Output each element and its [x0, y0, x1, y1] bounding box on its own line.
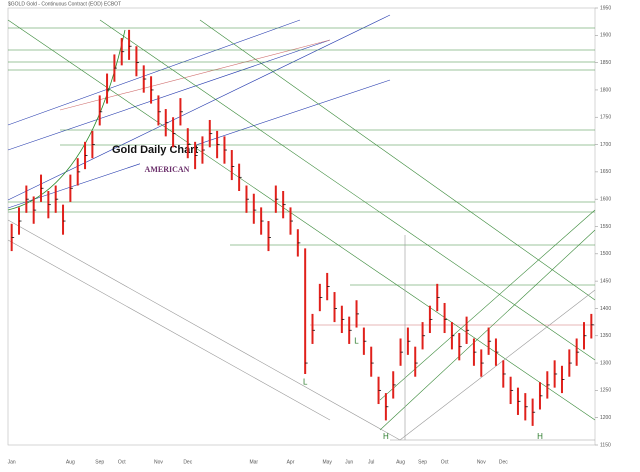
y-tick-label: 1500 — [600, 251, 611, 257]
chart-title: Gold Daily Chart — [112, 144, 199, 156]
y-tick-label: 1750 — [600, 115, 611, 121]
logo-box — [140, 145, 195, 183]
annotation: L — [354, 336, 359, 345]
annotation: H — [537, 432, 543, 441]
y-tick-label: 1650 — [600, 169, 611, 175]
y-tick-label: 1950 — [600, 5, 611, 11]
plot-frame — [7, 7, 596, 446]
y-tick-label: 1850 — [600, 60, 611, 66]
y-tick-label: 1900 — [600, 33, 611, 39]
y-tick-label: 1400 — [600, 306, 611, 312]
y-tick-label: 1550 — [600, 224, 611, 230]
x-tick-label: Mar — [249, 459, 258, 465]
x-tick-label: Nov — [477, 459, 486, 465]
x-tick-label: Sep — [95, 459, 104, 465]
y-tick-label: 1250 — [600, 388, 611, 394]
annotation: H — [383, 432, 389, 441]
y-tick-label: 1350 — [600, 333, 611, 339]
x-tick-label: Jul — [368, 459, 374, 465]
y-tick-label: 1300 — [600, 360, 611, 366]
x-tick-label: Oct — [441, 459, 449, 465]
x-tick-label: Dec — [499, 459, 508, 465]
x-tick-label: Jun — [345, 459, 353, 465]
trend-lines — [7, 14, 596, 441]
y-tick-label: 1150 — [600, 442, 611, 448]
x-tick-label: Nov — [154, 459, 163, 465]
logo: AMERICAN — [145, 165, 190, 174]
x-tick-label: May — [322, 459, 332, 465]
x-tick-label: Sep — [418, 459, 427, 465]
x-tick-label: Jan — [8, 459, 16, 465]
symbol-header: $GOLD Gold - Continuous Contract (EOD) E… — [8, 1, 121, 7]
x-tick-label: Dec — [183, 459, 192, 465]
y-tick-label: 1700 — [600, 142, 611, 148]
y-tick-label: 1200 — [600, 415, 611, 421]
x-tick-label: Aug — [396, 459, 405, 465]
x-tick-label: Apr — [287, 459, 295, 465]
x-tick-label: Aug — [66, 459, 75, 465]
annotation: L — [303, 377, 308, 386]
y-tick-label: 1450 — [600, 278, 611, 284]
y-tick-label: 1600 — [600, 197, 611, 203]
y-tick-label: 1800 — [600, 87, 611, 93]
x-tick-label: Oct — [118, 459, 126, 465]
